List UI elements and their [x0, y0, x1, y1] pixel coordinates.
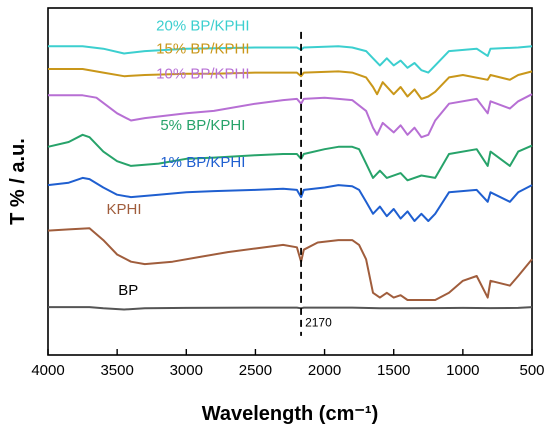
series-label: BP	[118, 282, 138, 299]
series-line	[48, 45, 533, 74]
series-line	[48, 68, 533, 100]
series-label: KPHI	[107, 201, 142, 218]
series-label: 1% BP/KPHI	[160, 154, 245, 171]
x-tick-label: 500	[519, 362, 544, 379]
series-layer	[47, 45, 533, 311]
x-tick-label: 2500	[239, 362, 272, 379]
x-tick-label: 3000	[170, 362, 203, 379]
series-line	[47, 133, 533, 182]
x-axis-ticks: 4000 3500 3000 2500 2000 1500 1000 500	[31, 349, 545, 379]
series-label: 20% BP/KPHI	[156, 18, 249, 35]
series-line	[47, 176, 533, 222]
series-line	[48, 93, 533, 139]
series-label-layer: 20% BP/KPHI 15% BP/KPHI 10% BP/KPHI 5% BP/K…	[107, 18, 250, 299]
series-label: 5% BP/KPHI	[160, 117, 245, 134]
series-line	[47, 227, 533, 301]
x-tick-label: 3500	[100, 362, 133, 379]
annotation-label: 2170	[305, 315, 332, 329]
series-label: 10% BP/KPHI	[156, 66, 249, 83]
series-line	[48, 306, 533, 311]
x-axis-title: Wavelength (cm⁻¹)	[202, 403, 379, 425]
x-tick-label: 1500	[377, 362, 410, 379]
plot-frame	[47, 7, 533, 356]
x-tick-label: 2000	[308, 362, 341, 379]
series-label: 15% BP/KPHI	[156, 40, 249, 57]
x-tick-label: 1000	[446, 362, 479, 379]
x-tick-label: 4000	[31, 362, 64, 379]
plot-area	[47, 7, 533, 356]
y-axis-title: T % / a.u.	[7, 138, 29, 225]
annotation-layer: 2170	[300, 31, 332, 336]
